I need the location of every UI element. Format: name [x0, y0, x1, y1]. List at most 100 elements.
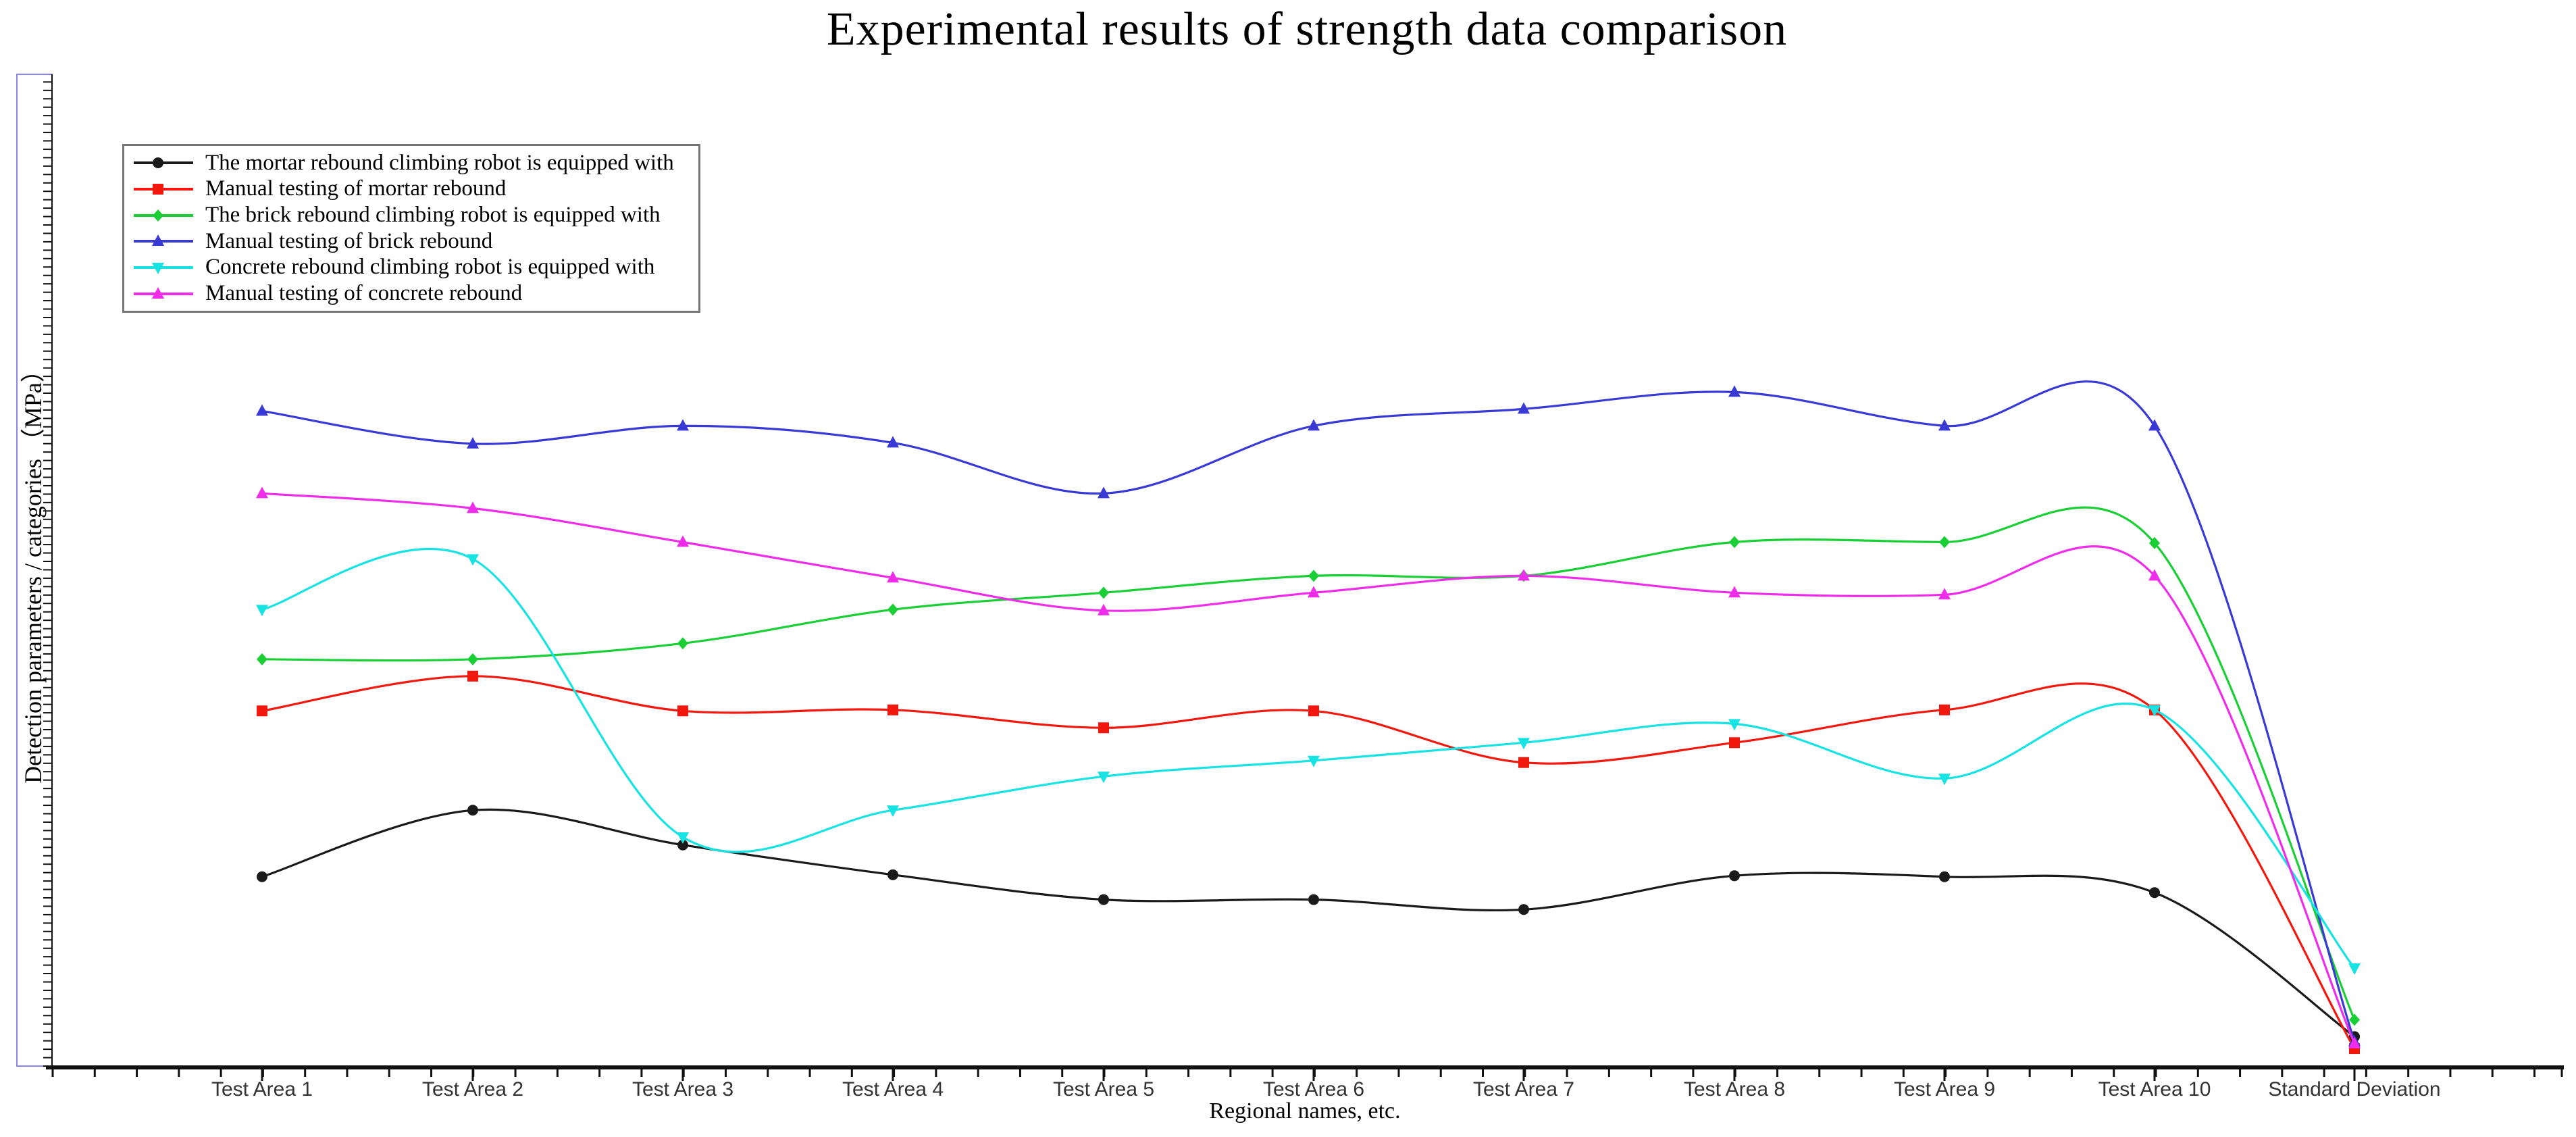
- marker-triangle-up: [1098, 486, 1110, 499]
- series-line: [261, 547, 2356, 969]
- series-1: [257, 805, 2360, 1042]
- series-5: [256, 547, 2361, 975]
- marker-diamond: [467, 653, 478, 665]
- marker-circle: [1308, 894, 1319, 905]
- marker-diamond: [1729, 536, 1740, 549]
- marker-triangle-up: [1308, 419, 1320, 431]
- marker-triangle-up: [256, 404, 268, 416]
- series-6: [256, 486, 2361, 1048]
- marker-triangle-up: [1728, 586, 1741, 598]
- marker-square: [467, 670, 478, 682]
- marker-triangle-down: [1938, 774, 1951, 786]
- marker-triangle-down: [1098, 772, 1110, 784]
- marker-diamond: [1939, 536, 1950, 549]
- marker-circle: [1518, 904, 1529, 915]
- marker-triangle-up: [1938, 419, 1951, 431]
- marker-triangle-down: [1728, 719, 1741, 731]
- marker-circle: [257, 871, 267, 882]
- marker-circle: [2149, 887, 2160, 899]
- marker-square: [677, 705, 688, 717]
- marker-triangle-up: [467, 501, 479, 513]
- marker-diamond: [887, 603, 898, 616]
- legend-label: Manual testing of brick rebound: [205, 228, 493, 253]
- legend-swatch: [134, 209, 193, 222]
- legend-item: Concrete rebound climbing robot is equip…: [132, 255, 698, 280]
- marker-triangle-down: [887, 805, 899, 817]
- marker-circle: [1939, 871, 1950, 882]
- marker-triangle-up: [1938, 588, 1951, 600]
- y-axis-label: Detection parameters / categories （MPa）: [20, 358, 47, 784]
- x-tick-label: Test Area 10: [2098, 1078, 2211, 1101]
- marker-circle: [1098, 894, 1109, 905]
- legend-item: Manual testing of mortar rebound: [132, 176, 698, 202]
- marker-circle: [467, 805, 478, 816]
- marker-triangle-up: [256, 486, 268, 499]
- marker-triangle-up: [887, 571, 899, 583]
- marker-triangle-up: [2148, 419, 2161, 431]
- marker-triangle-up: [677, 419, 689, 431]
- marker-triangle-down: [1308, 755, 1320, 767]
- marker-triangle-up: [1308, 586, 1320, 598]
- marker-square: [1098, 722, 1109, 734]
- marker-triangle-up: [1518, 569, 1530, 581]
- series-4: [256, 380, 2361, 1046]
- marker-triangle-up: [2148, 569, 2161, 581]
- series-2: [257, 670, 2360, 1055]
- series-line: [261, 675, 2356, 1049]
- legend-swatch: [134, 262, 193, 274]
- marker-triangle-up: [1098, 603, 1110, 615]
- series-line: [261, 506, 2356, 1021]
- x-tick-label: Test Area 6: [1262, 1078, 1365, 1101]
- marker-circle: [153, 157, 163, 169]
- x-axis-spine: [46, 1065, 2564, 1069]
- x-axis-label: Regional names, etc.: [1209, 1098, 1401, 1123]
- marker-triangle-down: [467, 554, 479, 566]
- legend-label: The mortar rebound climbing robot is equ…: [205, 150, 674, 175]
- marker-square: [1518, 757, 1529, 768]
- series-line: [261, 808, 2355, 1038]
- marker-triangle-up: [152, 234, 164, 247]
- marker-triangle-down: [677, 832, 689, 844]
- legend-label: Manual testing of mortar rebound: [205, 176, 507, 201]
- marker-triangle-down: [2348, 963, 2361, 975]
- x-tick-label: Test Area 8: [1683, 1078, 1786, 1101]
- legend-label: Manual testing of concrete rebound: [205, 281, 523, 306]
- legend-item: Manual testing of concrete rebound: [132, 281, 698, 307]
- x-tick-label: Test Area 5: [1052, 1078, 1155, 1101]
- marker-triangle-up: [1728, 385, 1741, 397]
- marker-square: [1939, 704, 1950, 715]
- marker-circle: [677, 839, 688, 851]
- legend-swatch: [134, 183, 193, 195]
- marker-triangle-down: [256, 605, 268, 617]
- legend-swatch: [134, 234, 193, 247]
- marker-diamond: [153, 209, 163, 222]
- x-tick-label: Standard Deviation: [2268, 1078, 2441, 1101]
- marker-square: [153, 183, 163, 195]
- x-tick-label: Test Area 1: [211, 1078, 313, 1101]
- x-tick-label: Test Area 7: [1472, 1078, 1575, 1101]
- x-tick-label: Test Area 3: [632, 1078, 734, 1101]
- x-tick-label: Test Area 9: [1893, 1078, 1996, 1101]
- marker-triangle-up: [152, 286, 164, 299]
- legend-label: Concrete rebound climbing robot is equip…: [205, 255, 655, 280]
- legend-item: The brick rebound climbing robot is equi…: [132, 203, 698, 228]
- legend-swatch: [134, 157, 193, 169]
- x-tick-label: Test Area 2: [421, 1078, 524, 1101]
- marker-circle: [1729, 870, 1740, 882]
- legend-item: The mortar rebound climbing robot is equ…: [132, 150, 698, 176]
- marker-triangle-up: [2348, 1036, 2361, 1048]
- marker-circle: [887, 869, 898, 880]
- marker-diamond: [1098, 586, 1109, 599]
- x-tick-label: Test Area 4: [842, 1078, 944, 1101]
- marker-diamond: [2349, 1013, 2360, 1026]
- marker-triangle-up: [887, 436, 899, 448]
- marker-diamond: [2149, 536, 2160, 549]
- series-line: [261, 380, 2356, 1042]
- marker-triangle-up: [1518, 402, 1530, 414]
- marker-diamond: [257, 653, 267, 665]
- marker-diamond: [1308, 570, 1319, 582]
- legend-swatch: [134, 286, 193, 299]
- marker-triangle-up: [467, 436, 479, 449]
